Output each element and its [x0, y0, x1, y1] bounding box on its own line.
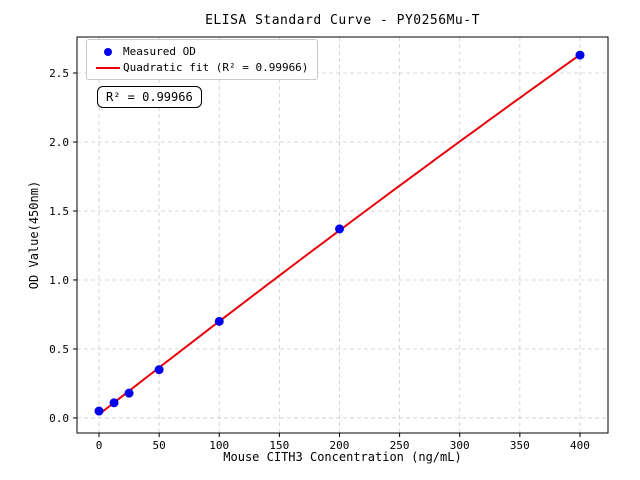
legend: Measured OD Quadratic fit (R² = 0.99966)	[86, 39, 319, 80]
y-tick-label: 1.0	[49, 274, 69, 287]
x-tick-label: 200	[330, 439, 350, 452]
y-tick-label: 0.0	[49, 412, 69, 425]
y-tick-label: 1.5	[49, 205, 69, 218]
grid-layer	[77, 37, 608, 433]
y-tick-label: 2.5	[49, 67, 69, 80]
fit-line-icon	[96, 66, 120, 69]
legend-label: Measured OD	[123, 45, 196, 58]
data-point	[94, 406, 104, 416]
data-point	[214, 316, 224, 326]
x-tick-label: 0	[96, 439, 103, 452]
chart-title: ELISA Standard Curve - PY0256Mu-T	[205, 13, 480, 28]
r-squared-annotation: R² = 0.99966	[97, 86, 202, 108]
data-point	[154, 365, 164, 375]
legend-label: Quadratic fit (R² = 0.99966)	[123, 61, 309, 74]
legend-marker-box	[93, 47, 123, 56]
legend-entry-measured-od: Measured OD	[93, 44, 308, 59]
x-tick-label: 350	[510, 439, 530, 452]
x-tick-label: 250	[390, 439, 410, 452]
data-point	[575, 50, 585, 60]
tick-layer: 0 50 100 150 200 250 300 350 400 0.0 0.5 1.0 1.5 2.0 2…	[49, 67, 590, 452]
y-tick-label: 2.0	[49, 136, 69, 149]
x-tick-label: 100	[209, 439, 229, 452]
x-tick-label: 150	[269, 439, 289, 452]
x-tick-label: 300	[450, 439, 470, 452]
plot-frame	[76, 36, 609, 434]
y-tick-label: 0.5	[49, 343, 69, 356]
legend-marker-box	[93, 66, 123, 69]
x-axis-label: Mouse CITH3 Concentration (ng/mL)	[223, 450, 462, 464]
data-layer	[94, 50, 585, 416]
data-point	[109, 398, 119, 408]
data-point	[334, 224, 344, 234]
data-point	[124, 388, 134, 398]
legend-entry-quadratic-fit: Quadratic fit (R² = 0.99966)	[93, 60, 308, 75]
x-tick-label: 400	[570, 439, 590, 452]
x-tick-label: 50	[153, 439, 166, 452]
y-axis-label: OD Value(450nm)	[27, 180, 41, 290]
scatter-marker-icon	[104, 47, 112, 56]
